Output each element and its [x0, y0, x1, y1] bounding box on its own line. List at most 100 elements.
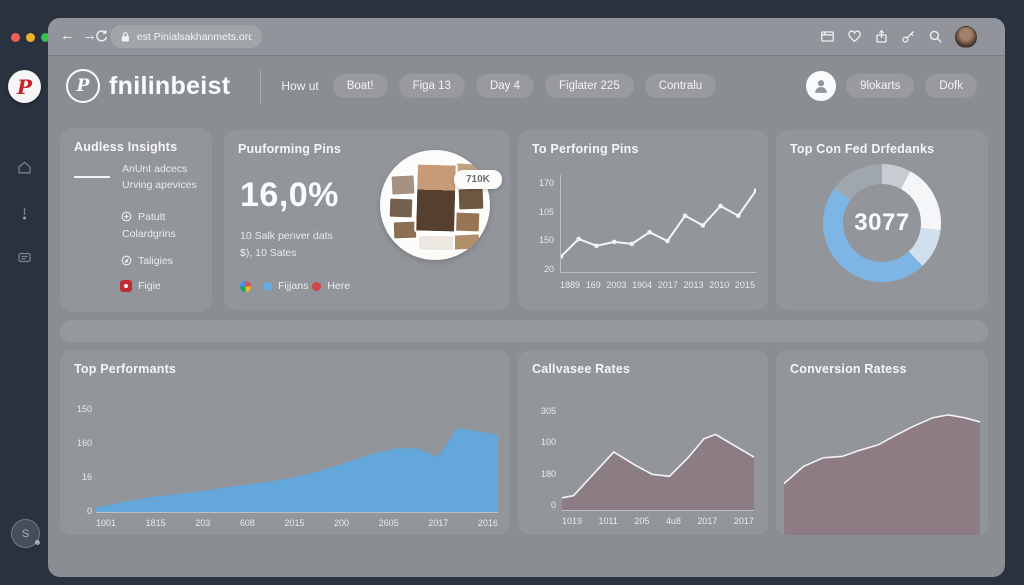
left-sidebar: P S: [0, 0, 50, 585]
minimize-window-icon[interactable]: [26, 33, 35, 42]
tick-label: 150: [76, 404, 92, 414]
tick-label: 16: [81, 472, 92, 482]
card-title: To Perforing Pins: [532, 142, 639, 156]
nav-pill[interactable]: Figlater 225: [544, 74, 634, 98]
app-header: P fnilinbeist How ut Boat! Figa 13 Day 4 Fi…: [48, 55, 1005, 117]
pin-collage[interactable]: [380, 150, 490, 260]
back-icon[interactable]: ←: [60, 27, 75, 44]
tick-label: 1001: [96, 518, 117, 528]
segment-5[interactable]: [834, 164, 883, 201]
pinterest-logo[interactable]: P: [8, 70, 41, 103]
nav-pill[interactable]: Contralu: [644, 74, 717, 98]
search-icon[interactable]: [928, 29, 943, 44]
tick-label: 2015: [734, 280, 755, 290]
nav-item-plain[interactable]: How ut: [281, 79, 319, 93]
key-icon[interactable]: [901, 29, 916, 44]
url-bar[interactable]: est Pinialsakhanmets.ord: [110, 25, 262, 48]
audience-item-3[interactable]: Taligies: [138, 255, 174, 267]
close-window-icon[interactable]: [11, 33, 20, 42]
pin-icon[interactable]: [0, 206, 48, 221]
segment-3[interactable]: [908, 227, 941, 267]
portrait-pin: [414, 162, 458, 234]
area-chart[interactable]: [783, 392, 981, 535]
legend-label: Fijjans: [278, 280, 309, 292]
browser-chrome: ← → est Pinialsakhanmets.ord: [48, 18, 1005, 56]
forward-icon[interactable]: →: [82, 27, 97, 44]
area-chart[interactable]: [561, 408, 755, 511]
tick-label: 150: [538, 235, 554, 246]
header-action-button[interactable]: 9lokarts: [846, 74, 915, 98]
sidebar-avatar-letter: S: [21, 527, 30, 540]
lock-icon: [121, 31, 129, 41]
audience-item-2[interactable]: Patutt: [138, 211, 166, 223]
tick-label: 2605: [378, 518, 399, 528]
brand-logo-icon[interactable]: P: [66, 69, 100, 103]
brand-logo-letter: P: [76, 75, 90, 96]
legend-item: Fijjans: [263, 280, 308, 292]
x-axis: 1889 169 2003 1904 2017 2013 2010 2015: [560, 280, 755, 290]
audience-item-4[interactable]: Figie: [138, 280, 161, 292]
card-callvasee-rates: Callvasee Rates 305 100 180 0 1019 1011 205 4u…: [518, 350, 768, 535]
segment-4[interactable]: [823, 188, 923, 282]
zoom-window-icon[interactable]: [41, 33, 50, 42]
nav-pill[interactable]: Figa 13: [398, 74, 465, 98]
tick-label: 305: [540, 406, 556, 416]
header-right-buttons: 9lokarts Dofk: [846, 74, 977, 98]
tick-label: 608: [239, 518, 255, 528]
pinterest-logo-letter: P: [16, 74, 33, 99]
tick-label: 1815: [145, 518, 166, 528]
url-text: est Pinialsakhanmets.ord: [136, 30, 252, 43]
tick-label: 2003: [606, 280, 627, 290]
settings-icon: [120, 210, 133, 228]
refresh-icon[interactable]: [94, 29, 108, 48]
sidebar-status-dot: [35, 540, 40, 545]
metric-subtext-1: 10 Salk penver dats: [240, 230, 333, 242]
area-chart[interactable]: [96, 400, 498, 513]
legend-row: Fijjans Here: [240, 280, 350, 292]
audience-item-1[interactable]: AnUnt adcecs Urving apevices: [122, 163, 197, 191]
tick-label: 100: [540, 437, 556, 448]
brand-name: fnilinbeist: [109, 71, 231, 100]
line-chart[interactable]: [558, 175, 759, 273]
tick-label: 2017: [733, 516, 754, 526]
nav-pill[interactable]: Boat!: [332, 74, 388, 98]
card-top-performants: Top Performants 150 160 16 0 1001 1815 203 608…: [60, 350, 510, 535]
header-user-avatar[interactable]: [806, 71, 837, 101]
browser-window: ← → est Pinialsakhanmets.ord: [48, 18, 1005, 577]
legend-item: Here: [312, 280, 350, 292]
nav-pill[interactable]: Day 4: [475, 74, 534, 98]
home-icon[interactable]: [0, 160, 48, 175]
share-icon[interactable]: [874, 29, 889, 44]
card-title: Puuforming Pins: [238, 142, 341, 156]
pinterest-badge-icon: [120, 280, 132, 292]
tick-label: 20: [543, 263, 554, 274]
messages-icon[interactable]: [0, 250, 48, 265]
header-divider: [260, 69, 262, 103]
panel-icon[interactable]: [820, 29, 835, 44]
traffic-lights: [11, 33, 50, 42]
header-action-button[interactable]: Dofk: [925, 74, 977, 98]
tick-label: 2017: [428, 518, 449, 528]
card-title: Callvasee Rates: [532, 362, 631, 376]
card-title: Conversion Ratess: [790, 362, 907, 376]
heart-icon[interactable]: [847, 29, 862, 44]
compass-icon: [120, 254, 133, 272]
legend-multi-icon: [240, 280, 251, 292]
donut-chart[interactable]: 3077: [823, 164, 941, 282]
x-axis: 1001 1815 203 608 2015 200 2605 2017 2016: [96, 518, 498, 528]
card-title: Top Con Fed Drfedanks: [790, 142, 935, 156]
audience-item-2b[interactable]: Colardgrins: [122, 228, 176, 240]
segment-2[interactable]: [900, 171, 941, 231]
tick-label: 2016: [477, 518, 498, 528]
tick-label: 180: [540, 468, 556, 479]
tick-label: 170: [538, 178, 554, 188]
legend-label: Here: [327, 280, 351, 292]
metric-value: 16,0%: [240, 176, 339, 214]
browser-profile-avatar[interactable]: [955, 25, 977, 48]
card-performing-pins: Puuforming Pins 16,0% 10 Salk penver dat…: [224, 130, 510, 310]
tick-label: 0: [86, 506, 92, 516]
tick-label: 200: [334, 518, 350, 528]
tick-label: 4u8: [665, 516, 681, 526]
segment-1[interactable]: [881, 164, 911, 190]
